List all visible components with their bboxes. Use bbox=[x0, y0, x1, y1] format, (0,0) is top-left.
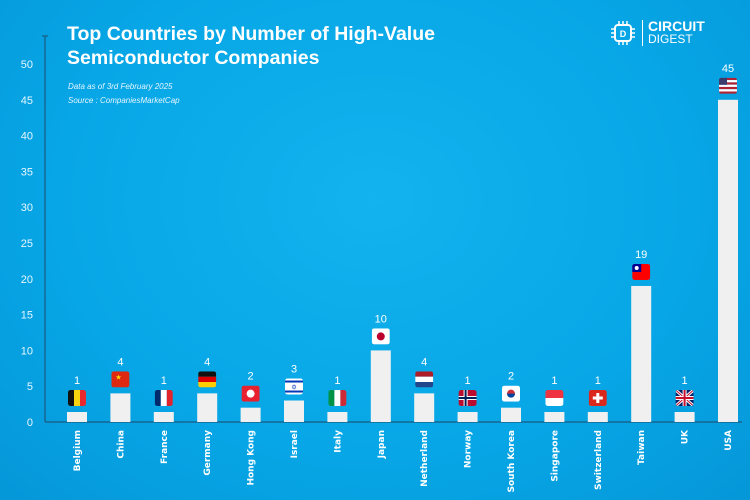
data-label: 1 bbox=[551, 375, 557, 387]
bar-belgium bbox=[67, 412, 87, 422]
y-tick-label: 30 bbox=[21, 202, 33, 214]
y-tick-label: 0 bbox=[27, 417, 33, 429]
svg-text:D: D bbox=[620, 29, 627, 39]
x-tick-label: Belgium bbox=[73, 430, 83, 471]
bar-taiwan bbox=[631, 285, 652, 422]
uk-flag-icon bbox=[675, 390, 694, 406]
y-tick-label: 10 bbox=[21, 345, 33, 357]
bar-uk bbox=[674, 412, 695, 422]
y-tick-label: 20 bbox=[21, 274, 33, 286]
data-label: 2 bbox=[508, 371, 514, 383]
bar-hong-kong bbox=[240, 407, 261, 422]
svg-text:★: ★ bbox=[115, 373, 121, 381]
bar-south-korea bbox=[501, 407, 521, 422]
x-tick-label: South Korea bbox=[507, 430, 517, 493]
switzerland-flag-icon bbox=[588, 390, 607, 406]
y-tick-label: 25 bbox=[21, 238, 33, 250]
france-flag-icon bbox=[154, 390, 173, 406]
data-label: 1 bbox=[334, 375, 340, 387]
x-tick-label: France bbox=[160, 430, 170, 464]
logo-line1: CIRCUIT bbox=[648, 18, 705, 34]
x-tick-label: Singapore bbox=[550, 430, 560, 482]
data-label: 1 bbox=[74, 375, 80, 387]
data-label: 1 bbox=[465, 375, 471, 387]
circuit-digest-logo: D CIRCUIT DIGEST bbox=[610, 18, 705, 46]
x-tick-label: Hong Kong bbox=[247, 430, 257, 486]
data-label: 1 bbox=[682, 375, 688, 387]
singapore-flag-icon bbox=[545, 390, 564, 406]
italy-flag-icon bbox=[328, 390, 347, 406]
data-label: 4 bbox=[421, 356, 427, 368]
x-tick-label: USA bbox=[724, 430, 734, 451]
south-korea-flag-icon bbox=[502, 385, 520, 402]
data-label: 45 bbox=[722, 63, 734, 75]
x-tick-label: Japan bbox=[377, 430, 387, 459]
data-label: 10 bbox=[375, 313, 387, 325]
chip-icon: D bbox=[611, 21, 635, 45]
logo-line2: DIGEST bbox=[648, 32, 693, 46]
hong-kong-flag-icon bbox=[241, 385, 260, 402]
x-tick-label: Norway bbox=[464, 430, 474, 468]
bar-germany bbox=[197, 393, 218, 422]
bar-china bbox=[110, 393, 131, 422]
y-tick-label: 5 bbox=[27, 381, 33, 393]
belgium-flag-icon bbox=[68, 390, 86, 406]
china-flag-icon: ★ bbox=[111, 371, 130, 388]
x-tick-label: Taiwan bbox=[637, 430, 647, 465]
x-tick-label: Israel bbox=[290, 430, 300, 458]
japan-flag-icon bbox=[371, 328, 390, 345]
norway-flag-icon bbox=[458, 390, 477, 406]
x-tick-label: Germany bbox=[203, 430, 213, 476]
source-note: Source : CompaniesMarketCap bbox=[68, 96, 180, 105]
x-tick-label: China bbox=[116, 430, 126, 459]
x-tick-label: Italy bbox=[333, 430, 343, 453]
netherlands-flag-icon bbox=[415, 371, 434, 388]
bar-italy bbox=[327, 412, 348, 422]
data-label: 3 bbox=[291, 364, 297, 376]
bar-switzerland bbox=[587, 412, 608, 422]
x-tick-label: Switzerland bbox=[594, 430, 604, 490]
y-tick-label: 50 bbox=[21, 59, 33, 71]
data-label: 1 bbox=[595, 375, 601, 387]
data-label: 19 bbox=[635, 249, 647, 261]
x-tick-label: UK bbox=[681, 429, 691, 444]
bar-israel bbox=[284, 400, 304, 422]
date-note: Data as of 3rd February 2025 bbox=[68, 82, 173, 91]
svg-text:✡: ✡ bbox=[291, 384, 297, 392]
usa-flag-icon bbox=[719, 77, 737, 94]
data-label: 4 bbox=[117, 356, 123, 368]
y-tick-label: 15 bbox=[21, 310, 33, 322]
y-tick-label: 40 bbox=[21, 131, 33, 143]
bar-usa bbox=[718, 99, 738, 423]
bar-france bbox=[153, 412, 174, 422]
y-tick-label: 35 bbox=[21, 166, 33, 178]
data-label: 2 bbox=[248, 371, 254, 383]
y-tick-label: 45 bbox=[21, 95, 33, 107]
bar-singapore bbox=[544, 412, 565, 422]
bar-norway bbox=[457, 412, 478, 422]
bar-japan bbox=[370, 350, 391, 422]
chart-title: Top Countries by Number of High-Value Se… bbox=[67, 23, 435, 69]
bar-netherland bbox=[414, 393, 435, 422]
x-tick-label: Netherland bbox=[420, 430, 430, 487]
germany-flag-icon bbox=[198, 371, 217, 388]
data-label: 1 bbox=[161, 375, 167, 387]
israel-flag-icon: ✡ bbox=[285, 378, 303, 395]
data-label: 4 bbox=[204, 356, 210, 368]
taiwan-flag-icon bbox=[632, 263, 651, 280]
